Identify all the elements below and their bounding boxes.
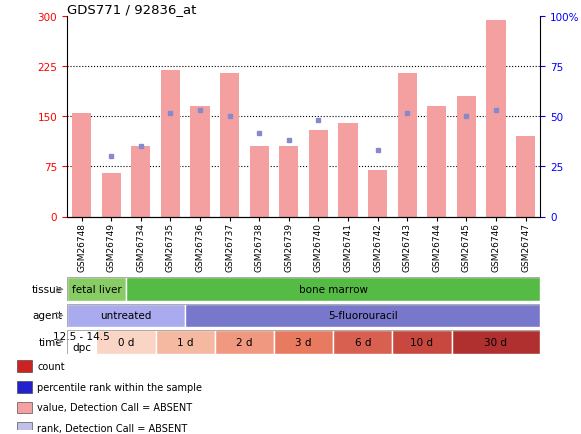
Bar (338, 124, 357, 217)
Bar (215, 330, 274, 354)
Text: 12.5 - 14.5
dpc: 12.5 - 14.5 dpc (53, 331, 110, 352)
Bar (156, 330, 215, 354)
Bar (17, 401, 32, 414)
Text: 3 d: 3 d (295, 337, 312, 347)
Text: 30 d: 30 d (485, 337, 507, 347)
Text: 1 d: 1 d (177, 337, 193, 347)
Bar (250, 147, 269, 217)
Bar (17, 381, 32, 393)
Bar (102, 174, 121, 217)
Text: agent: agent (33, 311, 62, 321)
Bar (457, 97, 476, 217)
Bar (185, 304, 540, 328)
Bar (333, 330, 392, 354)
Text: untreated: untreated (101, 311, 152, 321)
Text: fetal liver: fetal liver (71, 285, 121, 295)
Bar (427, 107, 446, 217)
Bar (131, 147, 150, 217)
Bar (126, 278, 540, 302)
Bar (392, 330, 451, 354)
Text: rank, Detection Call = ABSENT: rank, Detection Call = ABSENT (37, 423, 188, 433)
Bar (96, 330, 156, 354)
Bar (161, 71, 180, 217)
Bar (191, 107, 210, 217)
Text: tissue: tissue (31, 285, 62, 295)
Bar (451, 330, 540, 354)
Text: 10 d: 10 d (410, 337, 433, 347)
Text: 6 d: 6 d (354, 337, 371, 347)
Bar (220, 74, 239, 217)
Bar (397, 74, 417, 217)
Text: percentile rank within the sample: percentile rank within the sample (37, 382, 202, 392)
Bar (274, 330, 333, 354)
Bar (486, 21, 505, 217)
Text: count: count (37, 361, 65, 371)
Bar (17, 360, 32, 372)
Bar (368, 171, 387, 217)
Text: 0 d: 0 d (118, 337, 134, 347)
Bar (17, 422, 32, 434)
Bar (67, 304, 185, 328)
Text: value, Detection Call = ABSENT: value, Detection Call = ABSENT (37, 403, 192, 412)
Text: 5-fluorouracil: 5-fluorouracil (328, 311, 397, 321)
Text: 2 d: 2 d (236, 337, 253, 347)
Bar (516, 137, 535, 217)
Bar (309, 131, 328, 217)
Bar (279, 147, 299, 217)
Text: GDS771 / 92836_at: GDS771 / 92836_at (67, 3, 196, 16)
Text: time: time (39, 337, 62, 347)
Bar (72, 114, 91, 217)
Bar (67, 330, 96, 354)
Bar (67, 278, 126, 302)
Text: bone marrow: bone marrow (299, 285, 368, 295)
